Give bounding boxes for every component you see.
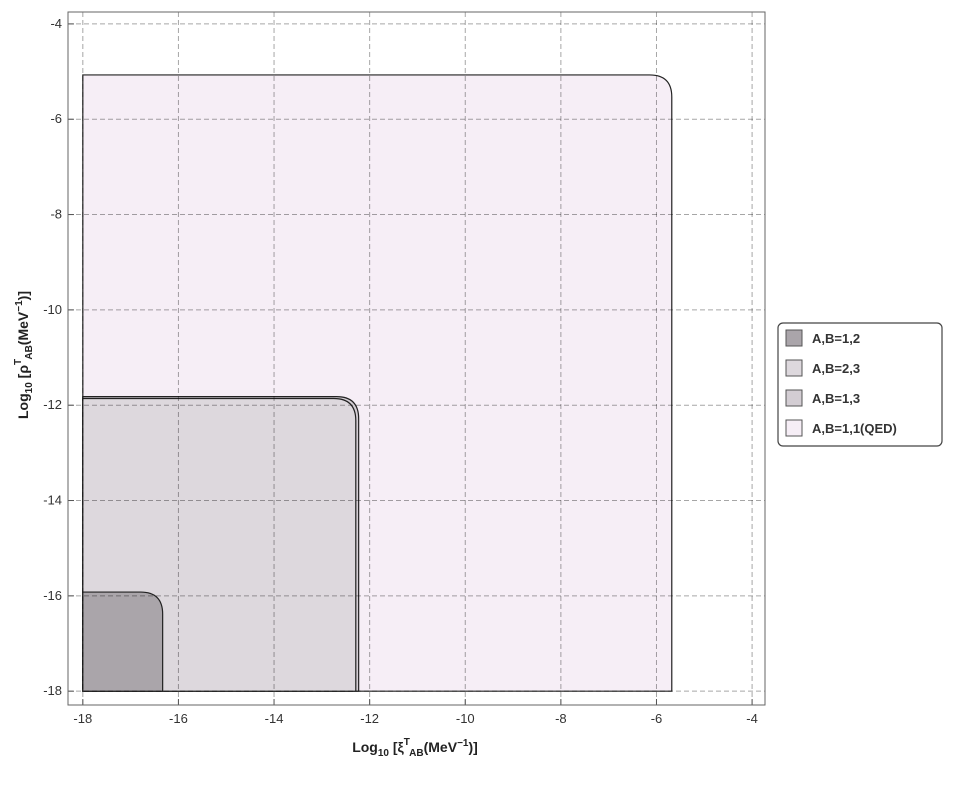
legend-label: A,B=2,3 xyxy=(812,361,860,376)
x-axis-label: Log10 [ξTAB(MeV−1)] xyxy=(352,737,478,759)
y-tick-label: -6 xyxy=(50,111,62,126)
x-tick-label: -8 xyxy=(555,711,567,726)
y-tick-label: -4 xyxy=(50,16,62,31)
x-tick-label: -6 xyxy=(651,711,663,726)
legend-swatch xyxy=(785,359,803,377)
x-tick-label: -16 xyxy=(169,711,188,726)
x-tick-label: -4 xyxy=(746,711,758,726)
x-tick-label: -14 xyxy=(265,711,284,726)
plot-frame xyxy=(67,11,766,706)
legend-label: A,B=1,1(QED) xyxy=(812,421,897,436)
plot-area xyxy=(67,11,766,706)
region xyxy=(82,591,164,692)
y-tick-label: -12 xyxy=(43,397,62,412)
x-tick-label: -18 xyxy=(73,711,92,726)
y-axis-label: Log10 [ρTAB(MeV−1)] xyxy=(13,291,35,419)
legend-label: A,B=1,3 xyxy=(812,391,860,406)
legend-swatch xyxy=(785,389,803,407)
legend-box xyxy=(777,322,943,447)
legend-swatch xyxy=(785,419,803,437)
y-tick-label: -18 xyxy=(43,683,62,698)
y-tick-label: -8 xyxy=(50,207,62,222)
legend-label: A,B=1,2 xyxy=(812,331,860,346)
y-tick-label: -14 xyxy=(43,493,62,508)
y-tick-label: -10 xyxy=(43,302,62,317)
legend-swatch xyxy=(785,329,803,347)
y-tick-label: -16 xyxy=(43,588,62,603)
x-tick-label: -12 xyxy=(360,711,379,726)
x-tick-label: -10 xyxy=(456,711,475,726)
